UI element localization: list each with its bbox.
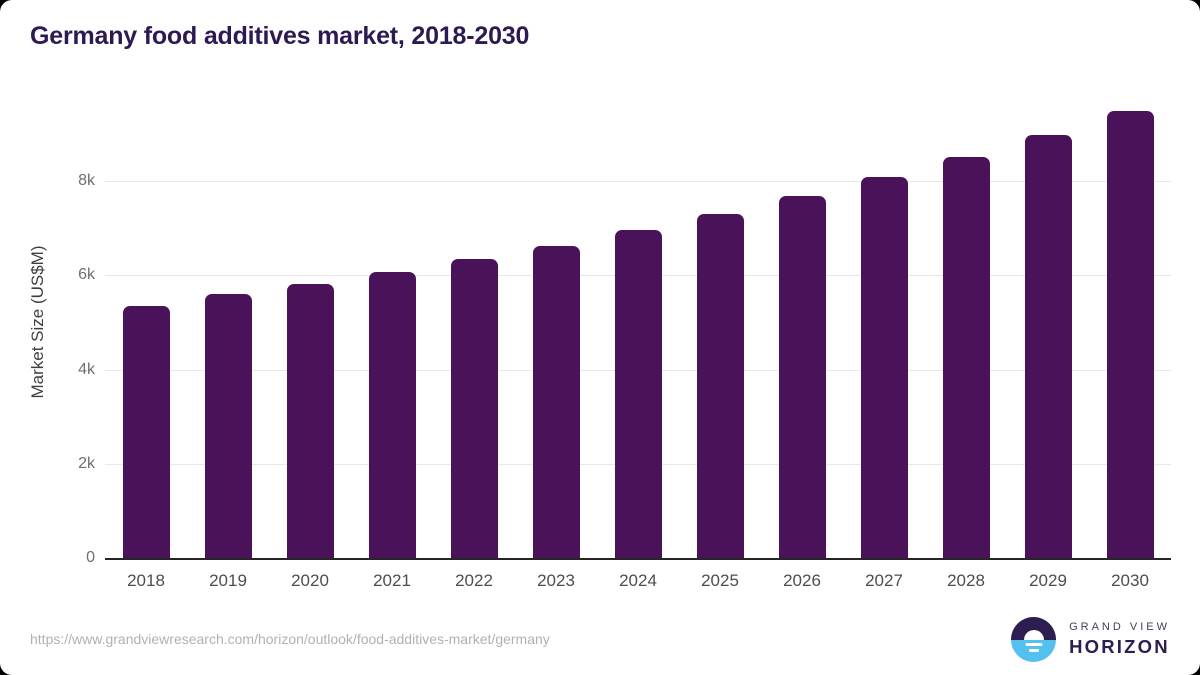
x-axis-label-2018: 2018 xyxy=(127,571,165,590)
bar-slot-2023 xyxy=(515,87,597,558)
x-axis-label-2019: 2019 xyxy=(209,571,247,590)
bar-2025[interactable] xyxy=(696,213,744,558)
y-tick-label-8k: 8k xyxy=(78,172,95,190)
x-axis-label-2022: 2022 xyxy=(455,571,493,590)
x-axis-label-2030: 2030 xyxy=(1111,571,1149,590)
bar-2022[interactable] xyxy=(450,259,498,558)
bar-2018[interactable] xyxy=(122,305,170,558)
bar-slot-2024 xyxy=(597,87,679,558)
bar-slot-2020 xyxy=(269,87,351,558)
bar-slot-2022 xyxy=(433,87,515,558)
y-tick-label-6k: 6k xyxy=(78,266,95,284)
x-axis-labels: 2018 2019 2020 2021 2022 2023 2024 2025 2026 2027… xyxy=(105,571,1171,591)
bar-slot-2030 xyxy=(1089,87,1171,558)
bar-slot-2021 xyxy=(351,87,433,558)
bar-slot-2027 xyxy=(843,87,925,558)
x-axis-label-2025: 2025 xyxy=(701,571,739,590)
bar-2027[interactable] xyxy=(860,177,908,558)
plot-area xyxy=(105,87,1171,560)
bar-slot-2028 xyxy=(925,87,1007,558)
x-axis-label-2026: 2026 xyxy=(783,571,821,590)
bar-2021[interactable] xyxy=(368,272,416,558)
y-axis-tick-labels: 0 2k 4k 6k 8k xyxy=(0,87,95,566)
x-axis-label-2029: 2029 xyxy=(1029,571,1067,590)
brand-logo: GRAND VIEW HORIZON xyxy=(1011,617,1170,662)
brand-name-horizon: HORIZON xyxy=(1069,636,1170,657)
logo-reflection-line-1 xyxy=(1025,642,1043,646)
logo-sun xyxy=(1023,630,1044,640)
brand-logo-text: GRAND VIEW HORIZON xyxy=(1069,621,1170,658)
bar-2020[interactable] xyxy=(286,284,334,558)
bar-2026[interactable] xyxy=(778,195,826,558)
bar-2030[interactable] xyxy=(1106,110,1154,558)
brand-name-grand-view: GRAND VIEW xyxy=(1069,621,1170,633)
logo-sky-half xyxy=(1011,617,1057,640)
bar-2029[interactable] xyxy=(1024,135,1072,558)
bar-2024[interactable] xyxy=(614,229,662,558)
y-tick-label-4k: 4k xyxy=(78,360,95,378)
x-axis-label-2023: 2023 xyxy=(537,571,575,590)
bar-slot-2019 xyxy=(187,87,269,558)
bar-slot-2026 xyxy=(761,87,843,558)
bar-2023[interactable] xyxy=(532,245,580,558)
x-axis-label-2020: 2020 xyxy=(291,571,329,590)
y-tick-label-0: 0 xyxy=(86,549,95,566)
x-axis-label-2021: 2021 xyxy=(373,571,411,590)
bar-slot-2018 xyxy=(105,87,187,558)
logo-reflection-line-2 xyxy=(1028,648,1039,652)
gridline-8k xyxy=(105,181,1171,183)
bar-2028[interactable] xyxy=(942,156,990,558)
chart-title: Germany food additives market, 2018-2030 xyxy=(30,22,530,50)
bar-series xyxy=(105,87,1171,558)
bar-slot-2025 xyxy=(679,87,761,558)
horizon-sunset-logo-icon xyxy=(1011,617,1057,662)
x-axis-label-2027: 2027 xyxy=(865,571,903,590)
bar-2019[interactable] xyxy=(204,294,252,558)
bar-slot-2029 xyxy=(1007,87,1089,558)
x-axis-label-2024: 2024 xyxy=(619,571,657,590)
y-tick-label-2k: 2k xyxy=(78,454,95,472)
source-url: https://www.grandviewresearch.com/horizo… xyxy=(30,631,550,647)
x-axis-label-2028: 2028 xyxy=(947,571,985,590)
